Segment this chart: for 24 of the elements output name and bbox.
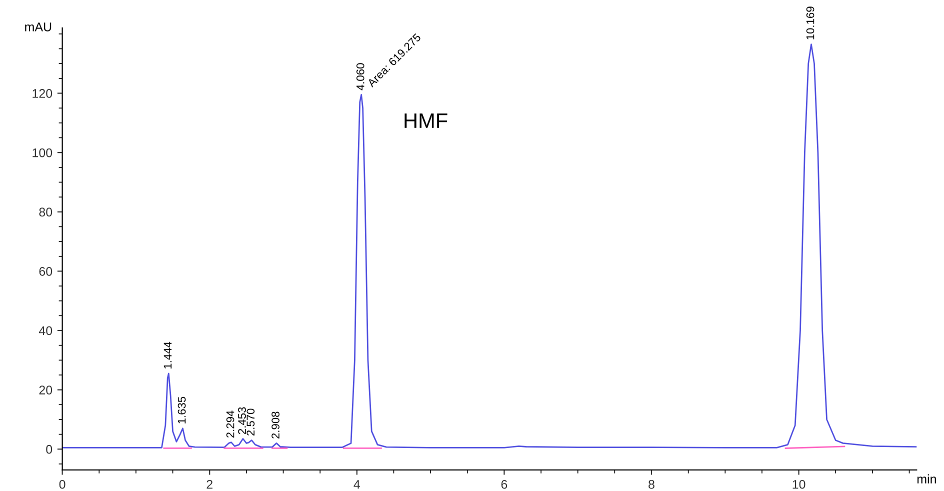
y-tick-label: 80 <box>39 208 52 217</box>
x-tick-label: 8 <box>648 480 654 489</box>
annotation: 2.908 <box>272 412 280 438</box>
x-tick-label: 0 <box>59 480 66 489</box>
annotation: 2.570 <box>246 408 255 436</box>
x-tick-label: 6 <box>501 480 508 489</box>
annotation: 4.060 <box>356 63 364 90</box>
annotation: 2.453 <box>238 407 246 434</box>
annotation: HMF <box>404 114 448 128</box>
y-tick-label: 20 <box>39 386 52 394</box>
x-tick-label: 2 <box>206 480 212 489</box>
y-tick-label: 120 <box>32 89 52 98</box>
x-tick-label: 4 <box>354 480 360 489</box>
annotation: 1.444 <box>164 342 172 368</box>
annotation: 2.294 <box>226 410 234 438</box>
y-axis-title: mAU <box>25 22 52 32</box>
x-tick-label: 10 <box>792 480 806 489</box>
annotation: 10.169 <box>806 6 814 40</box>
y-tick-label: 40 <box>38 326 52 336</box>
y-tick-label: 100 <box>32 148 52 158</box>
y-tick-label: 0 <box>46 444 52 454</box>
annotation: 1.635 <box>178 396 186 424</box>
x-axis-title: min <box>917 474 936 484</box>
y-tick-label: 60 <box>39 266 52 276</box>
